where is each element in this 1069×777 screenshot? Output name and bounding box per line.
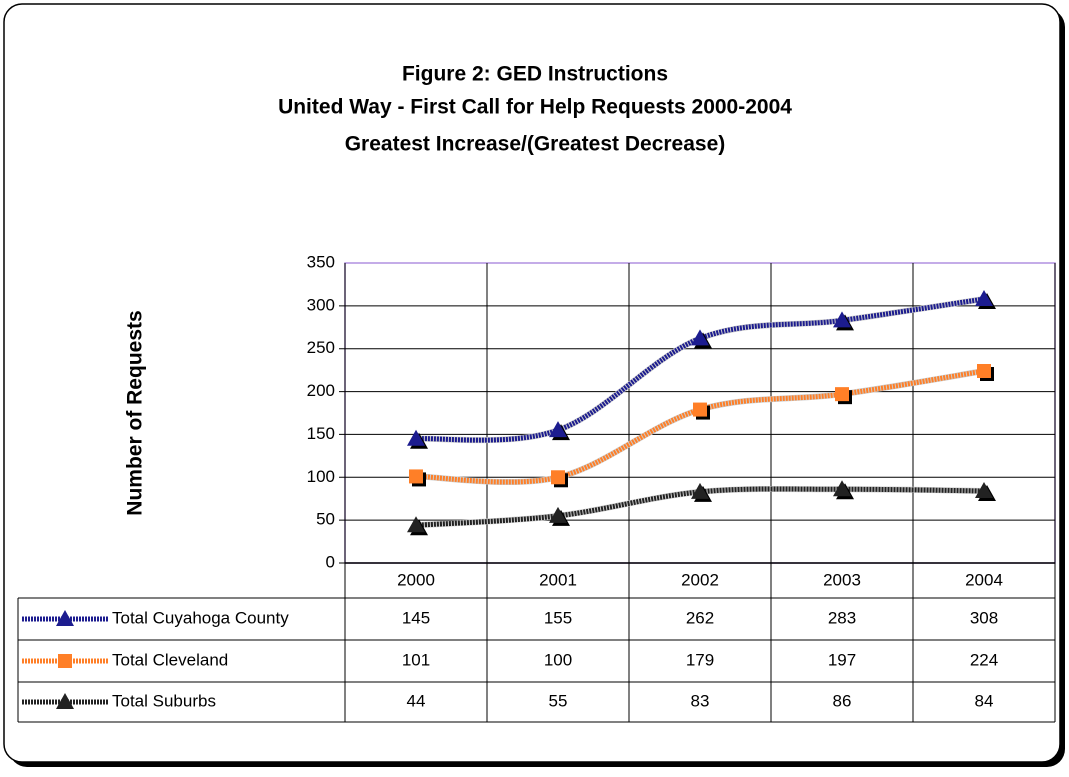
table-value: 100	[544, 650, 572, 669]
marker	[407, 429, 425, 446]
legend-key-marker	[58, 654, 72, 668]
y-tick-label: 0	[326, 552, 335, 571]
marker	[549, 506, 567, 523]
y-tick-label: 250	[307, 338, 335, 357]
y-tick-label: 350	[307, 252, 335, 271]
chart-subtitle: United Way - First Call for Help Request…	[278, 96, 792, 119]
y-tick-label: 300	[307, 295, 335, 314]
chart-subtitle: Greatest Increase/(Greatest Decrease)	[345, 133, 726, 156]
chart-title: Figure 2: GED Instructions	[402, 63, 668, 86]
table-value: 155	[544, 608, 572, 627]
frame	[3, 3, 1061, 763]
x-tick-label: 2001	[539, 570, 577, 589]
y-tick-label: 150	[307, 424, 335, 443]
table-value: 101	[402, 650, 430, 669]
marker	[551, 470, 565, 485]
table-value: 179	[686, 650, 714, 669]
marker	[833, 480, 851, 497]
table-value: 55	[549, 691, 568, 710]
table-value: 83	[691, 691, 710, 710]
marker	[975, 290, 993, 306]
table-value: 44	[407, 691, 426, 710]
x-tick-label: 2000	[397, 570, 435, 589]
legend-label: Total Cuyahoga County	[112, 608, 289, 627]
x-tick-label: 2003	[823, 570, 861, 589]
table-value: 197	[828, 650, 856, 669]
marker	[691, 482, 709, 499]
table-value: 84	[975, 691, 994, 710]
marker	[693, 402, 707, 417]
y-tick-label: 200	[307, 381, 335, 400]
table-value: 262	[686, 608, 714, 627]
x-tick-label: 2004	[965, 570, 1003, 589]
marker	[835, 387, 849, 402]
table-value: 224	[970, 650, 998, 669]
marker	[407, 516, 425, 533]
table-value: 283	[828, 608, 856, 627]
table-value: 86	[833, 691, 852, 710]
y-tick-label: 100	[307, 467, 335, 486]
x-tick-label: 2002	[681, 570, 719, 589]
marker	[977, 364, 991, 378]
marker	[833, 311, 851, 328]
marker	[975, 482, 993, 498]
marker	[691, 329, 709, 346]
legend-key-marker	[56, 610, 74, 626]
marker	[549, 421, 567, 438]
legend-label: Total Cleveland	[112, 650, 228, 669]
y-axis-label: Number of Requests	[124, 310, 147, 515]
table-value: 308	[970, 608, 998, 627]
legend-label: Total Suburbs	[112, 691, 216, 710]
legend-key-marker	[56, 693, 74, 709]
table-value: 145	[402, 608, 430, 627]
marker	[409, 469, 423, 484]
y-tick-label: 50	[316, 510, 335, 529]
